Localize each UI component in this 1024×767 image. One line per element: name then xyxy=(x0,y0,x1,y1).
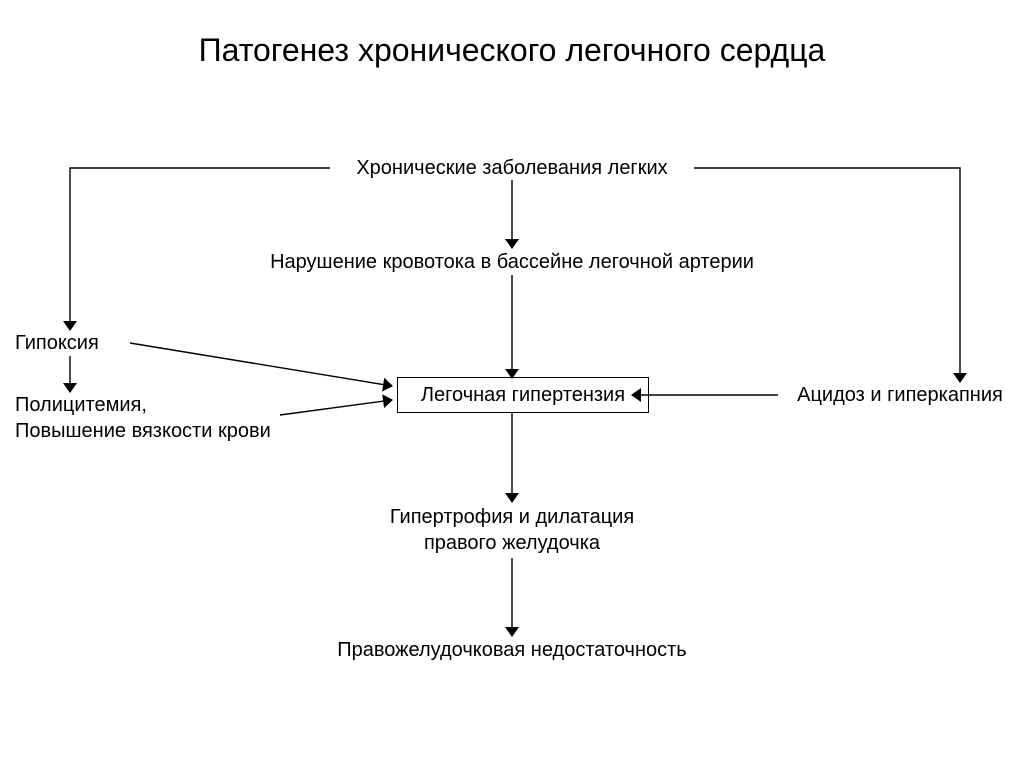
node-acidosis-hypercapnia: Ацидоз и гиперкапния xyxy=(780,382,1020,408)
node-pulmonary-hypertension: Легочная гипертензия xyxy=(397,377,649,413)
node-blood-flow-disturbance: Нарушение кровотока в бассейне легочной … xyxy=(242,249,782,275)
flowchart-stage: Патогенез хронического легочного сердца … xyxy=(0,0,1024,767)
node-polycythemia: Полицитемия, Повышение вязкости крови xyxy=(15,392,295,444)
edge xyxy=(694,168,960,382)
node-rv-failure: Правожелудочковая недостаточность xyxy=(302,637,722,663)
node-chronic-lung-disease: Хронические заболевания легких xyxy=(332,155,692,181)
node-hypoxia: Гипоксия xyxy=(15,330,135,356)
edge xyxy=(130,343,392,386)
diagram-title: Патогенез хронического легочного сердца xyxy=(0,32,1024,69)
node-rv-hypertrophy: Гипертрофия и дилатация правого желудочк… xyxy=(362,504,662,556)
edge xyxy=(280,400,392,415)
